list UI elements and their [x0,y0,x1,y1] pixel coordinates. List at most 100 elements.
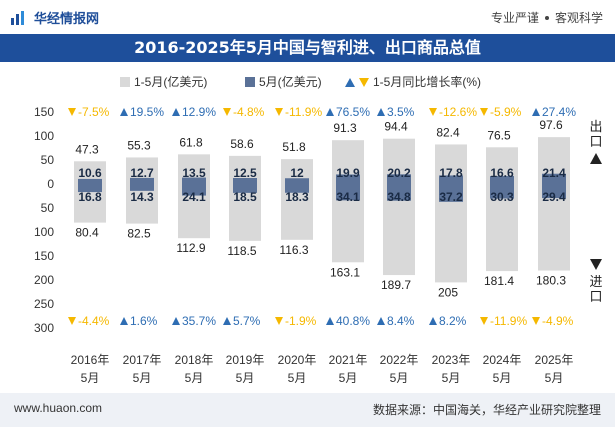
export-month-label: 19.9 [336,166,360,180]
tagline: 专业严谨 客观科学 [491,9,603,26]
import-yoy-label: -4.4% [78,314,110,328]
y-tick-label: 50 [41,201,55,215]
legend-up-triangle-icon [345,78,355,87]
x-tick-label-month: 5月 [442,371,461,385]
y-tick-label: 200 [34,273,54,287]
cumulative-bar [332,140,364,263]
import-yoy-up-triangle-icon [326,317,334,325]
tag-objective: 客观科学 [554,11,603,25]
export-yoy-label: -4.8% [233,105,265,119]
import-yoy-label: -11.9% [490,314,527,328]
import-yoy-label: 35.7% [182,314,216,328]
import-month-label: 18.5 [233,190,257,204]
brand[interactable]: 华经情报网 [10,8,99,27]
import-side-label: 进 [589,275,602,290]
month-bar [439,175,463,202]
import-cumulative-label: 112.9 [176,241,205,255]
export-yoy-up-triangle-icon [120,108,128,116]
export-yoy-down-triangle-icon [223,108,231,116]
export-yoy-label: 3.5% [387,105,415,119]
y-tick-label: 0 [47,177,54,191]
month-bar [78,178,102,193]
x-tick-label-year: 2020年 [278,353,317,367]
x-tick-label-year: 2023年 [432,353,471,367]
top-bar: 华经情报网 专业严谨 客观科学 [0,0,615,34]
export-yoy-label: 76.5% [336,105,370,119]
import-month-label: 14.3 [130,190,154,204]
import-yoy-label: 40.8% [336,314,370,328]
x-tick-label-month: 5月 [493,371,512,385]
export-cumulative-label: 55.3 [127,138,151,152]
separator-dot-icon [544,15,549,20]
import-yoy-down-triangle-icon [480,317,488,325]
import-cumulative-label: 116.3 [279,243,308,257]
footer-website[interactable]: www.huaon.com [14,401,103,415]
cumulative-bar [538,137,570,271]
import-month-label: 34.1 [336,190,360,204]
chart-title: 2016-2025年5月中国与智利进、出口商品总值 [0,34,615,62]
export-yoy-up-triangle-icon [377,108,385,116]
import-yoy-label: 8.2% [439,314,467,328]
export-month-label: 20.2 [387,166,411,180]
export-cumulative-label: 51.8 [282,140,306,154]
export-yoy-down-triangle-icon [68,108,76,116]
import-cumulative-label: 82.5 [127,227,151,241]
import-cumulative-label: 189.7 [381,278,411,292]
import-yoy-up-triangle-icon [429,317,437,325]
import-yoy-label: 5.7% [233,314,261,328]
import-yoy-up-triangle-icon [120,317,128,325]
month-bar [130,177,154,191]
logo-icon [11,10,24,25]
export-month-label: 12 [290,166,304,180]
export-yoy-label: -5.9% [490,105,522,119]
cumulative-bar [435,144,467,283]
month-bar [387,174,411,201]
export-yoy-label: -12.6% [439,105,477,119]
export-month-label: 12.7 [130,166,154,180]
x-tick-label-month: 5月 [545,371,564,385]
cumulative-bar [178,154,210,239]
month-bar [285,178,309,193]
export-yoy-up-triangle-icon [532,108,540,116]
footer-source: 数据来源：中国海关，华经产业研究院整理 [372,403,601,417]
export-yoy-label: -11.9% [285,105,322,119]
y-tick-label: 150 [34,249,54,263]
export-month-label: 10.6 [78,166,102,180]
y-tick-label: 50 [41,153,55,167]
footer: www.huaon.com 数据来源：中国海关，华经产业研究院整理 [0,393,615,427]
x-tick-label-year: 2017年 [123,353,162,367]
x-tick-label-month: 5月 [236,371,255,385]
import-cumulative-label: 181.4 [484,274,514,288]
import-yoy-down-triangle-icon [68,317,76,325]
export-yoy-down-triangle-icon [275,108,283,116]
import-yoy-down-triangle-icon [532,317,540,325]
export-yoy-down-triangle-icon [429,108,437,116]
export-month-label: 16.6 [490,166,514,180]
month-bar [182,177,206,196]
export-cumulative-label: 76.5 [487,128,511,142]
export-arrow-up-icon [590,153,602,164]
x-tick-label-month: 5月 [185,371,204,385]
x-tick-label-month: 5月 [288,371,307,385]
export-side-label: 口 [589,135,602,150]
x-tick-label-month: 5月 [390,371,409,385]
x-tick-label-month: 5月 [81,371,100,385]
cumulative-bar [229,155,261,241]
export-yoy-label: 27.4% [542,105,576,119]
legend-month-label: 5月(亿美元) [259,74,322,89]
export-month-label: 17.8 [439,166,463,180]
y-tick-label: 250 [34,297,54,311]
export-month-label: 21.4 [542,166,566,180]
import-yoy-down-triangle-icon [275,317,283,325]
legend-cumulative-label: 1-5月(亿美元) [134,74,207,89]
export-yoy-up-triangle-icon [172,108,180,116]
export-cumulative-label: 94.4 [384,120,408,134]
export-yoy-label: 19.5% [130,105,164,119]
import-side-label: 口 [589,290,602,305]
cumulative-bar [281,159,313,240]
import-yoy-label: 1.6% [130,314,158,328]
import-cumulative-label: 205 [438,285,458,299]
import-yoy-up-triangle-icon [377,317,385,325]
chart-area: 1-5月(亿美元) 5月(亿美元) 1-5月同比增长率(%) 150 100 50 0 50 1… [34,74,603,385]
export-month-label: 12.5 [233,166,257,180]
